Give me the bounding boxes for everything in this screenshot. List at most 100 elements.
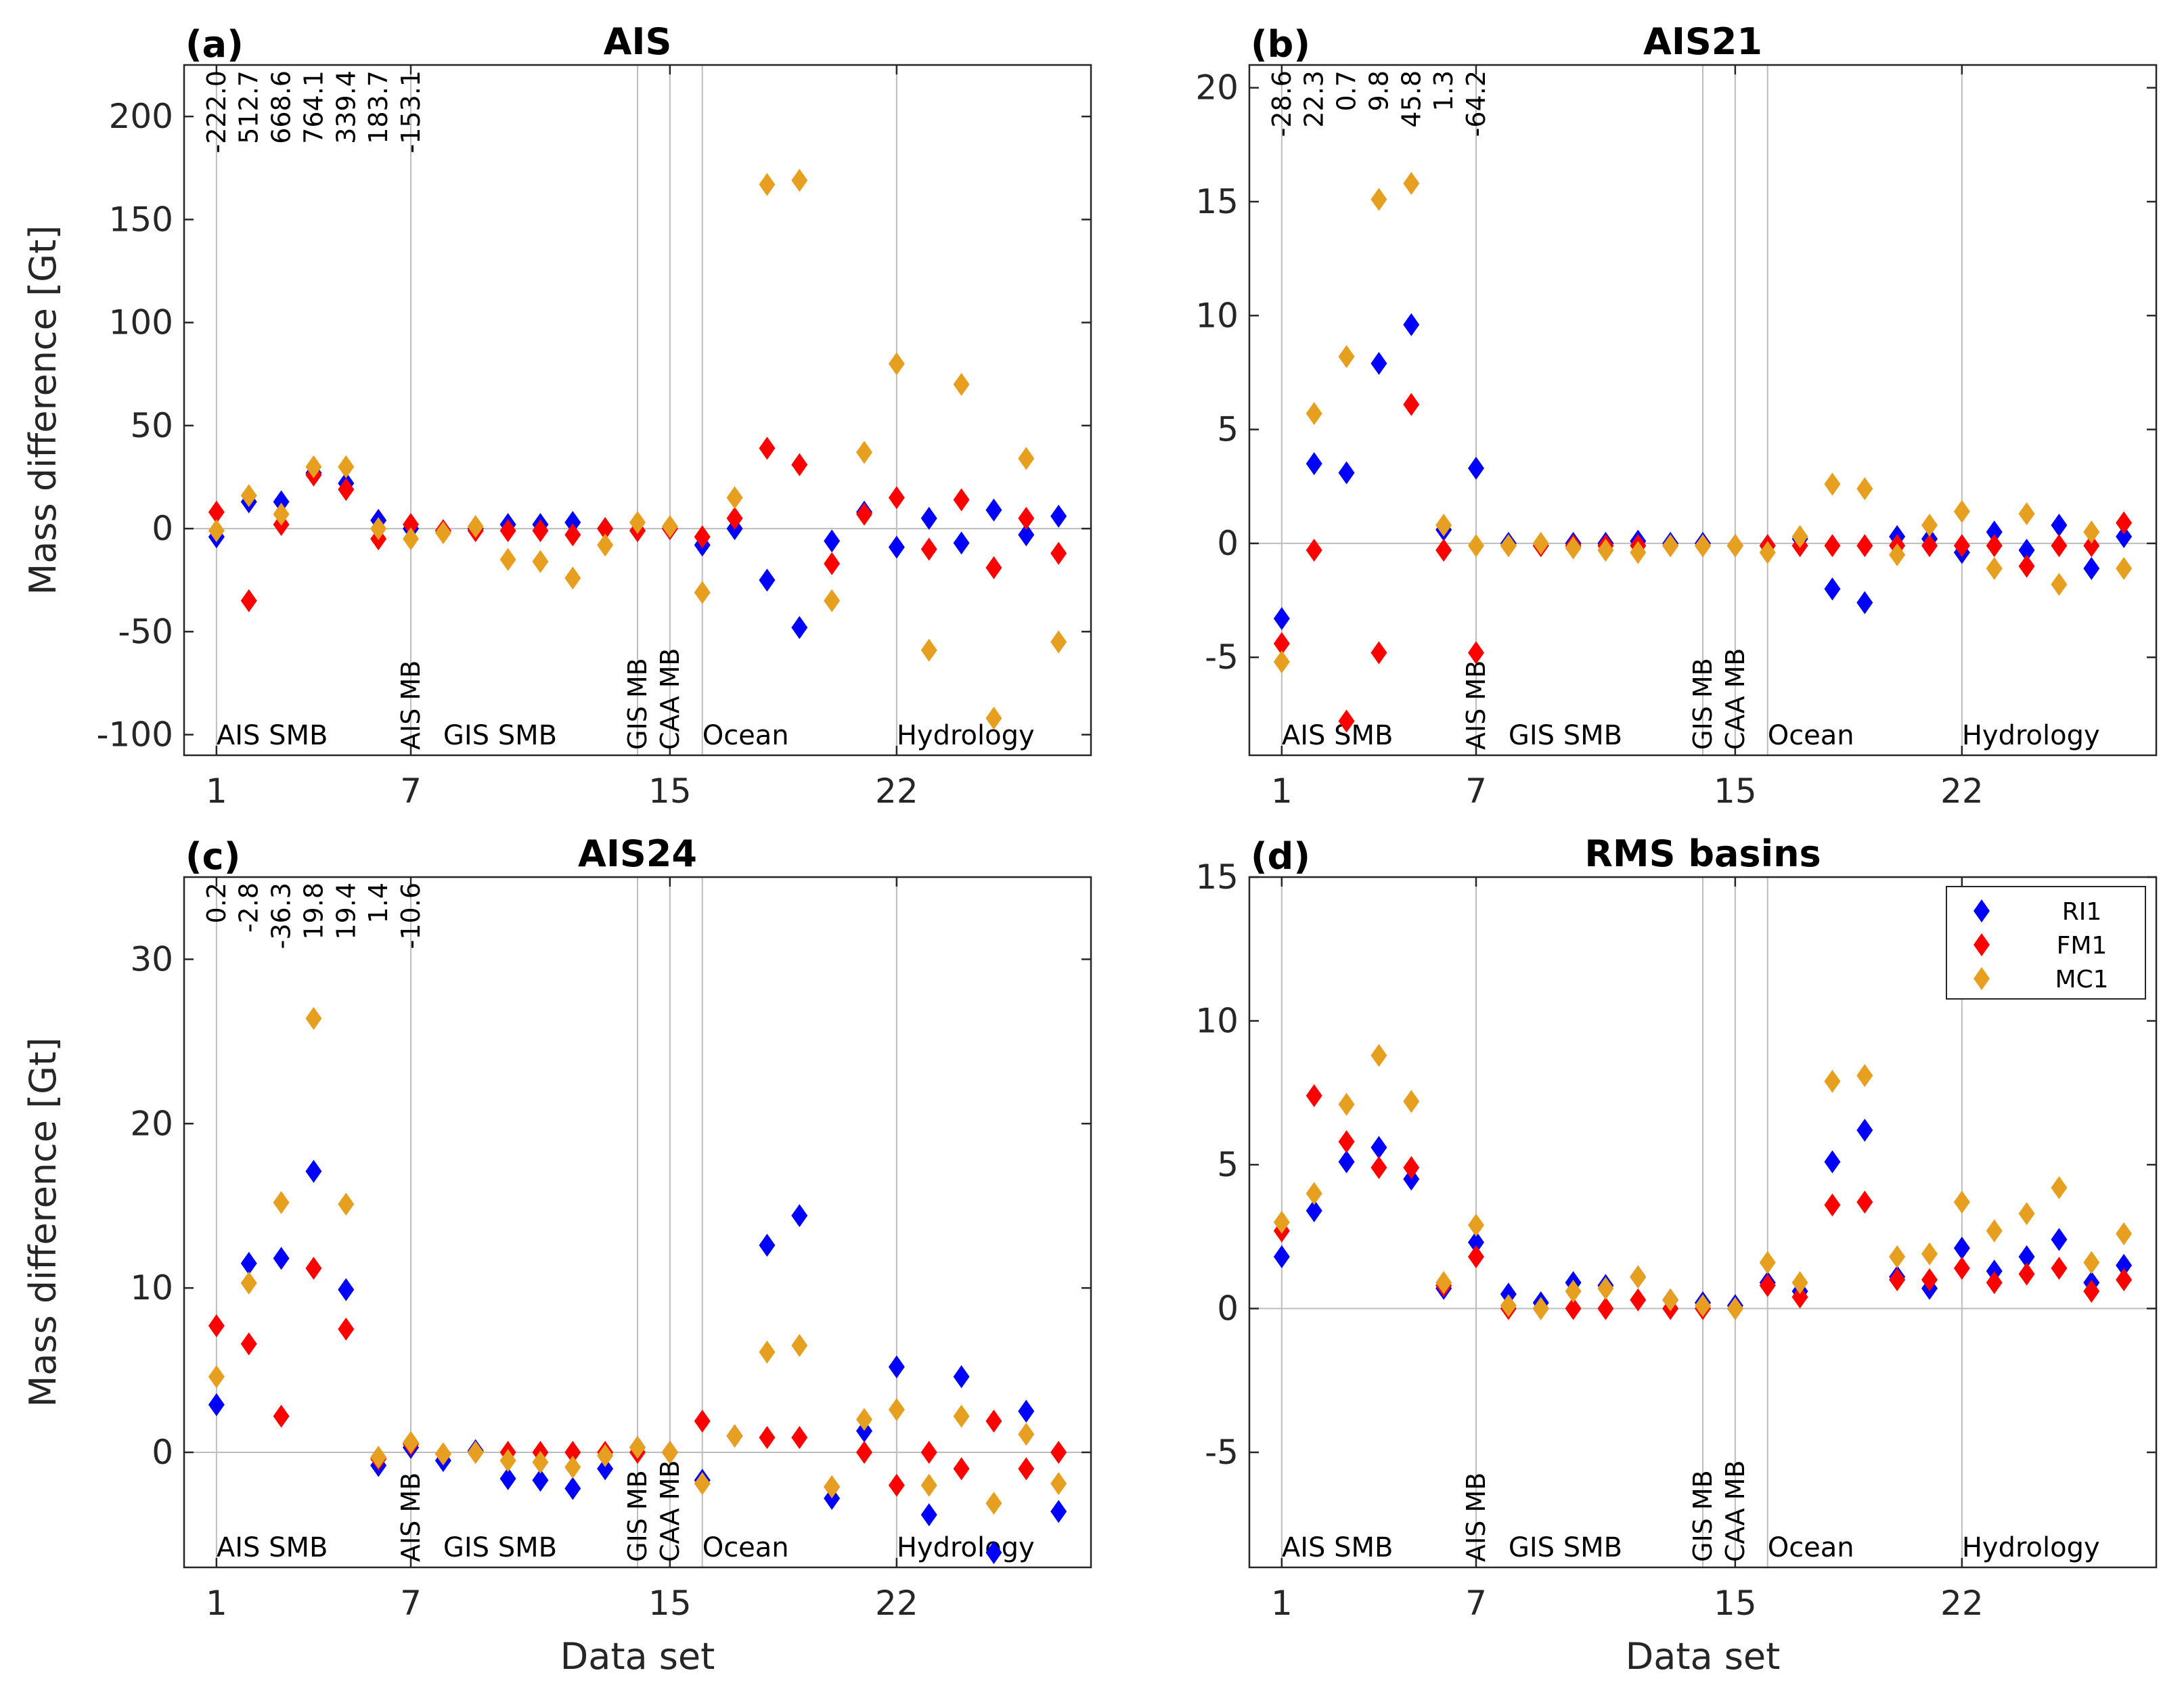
- marker-mc1: [1662, 534, 1679, 558]
- marker-fm1: [2051, 1257, 2068, 1280]
- marker-mc1: [1500, 1294, 1517, 1318]
- marker-fm1: [1403, 393, 1420, 416]
- marker-fm1: [791, 1426, 808, 1450]
- marker-fm1: [1889, 1268, 1906, 1291]
- marker-fm1: [1856, 1190, 1873, 1214]
- marker-ri1: [985, 498, 1002, 522]
- marker-mc1: [2083, 1251, 2100, 1274]
- marker-fm1: [985, 1409, 1002, 1433]
- y-tick-label: 20: [130, 1104, 173, 1143]
- marker-mc1: [1500, 534, 1517, 558]
- marker-mc1: [1597, 539, 1614, 562]
- panel-3: 0 10 20 30 1 7 15 22 AIS24 (c) Mass difference [Gt…: [22, 832, 1092, 1678]
- marker-fm1: [1953, 1257, 1970, 1280]
- marker-mc1: [564, 566, 581, 590]
- x-tick-label: 22: [1940, 772, 1984, 811]
- marker-ri1: [1370, 1136, 1387, 1159]
- marker-fm1: [1050, 541, 1067, 565]
- marker-fm1: [1273, 632, 1290, 656]
- marker-fm1: [1338, 1130, 1355, 1153]
- separator-label: CAA MB: [655, 1460, 685, 1562]
- marker-ri1: [824, 529, 841, 553]
- y-tick-label: 15: [1195, 182, 1239, 221]
- separator-label: GIS MB: [1688, 658, 1718, 750]
- marker-fm1: [338, 478, 355, 501]
- marker-mc1: [726, 1424, 743, 1448]
- legend-marker-mc1: [1974, 967, 1990, 990]
- marker-ri1: [1050, 1500, 1067, 1523]
- marker-mc1: [564, 1455, 581, 1479]
- y-tick-label: 50: [130, 406, 173, 445]
- marker-mc1: [1630, 541, 1647, 564]
- marker-mc1: [985, 707, 1002, 730]
- marker-mc1: [629, 510, 646, 534]
- x-tick-label: 1: [206, 772, 227, 811]
- marker-mc1: [2116, 1222, 2133, 1245]
- marker-mc1: [694, 1472, 711, 1496]
- axes-box: [1248, 64, 2158, 757]
- marker-ri1: [1050, 504, 1067, 528]
- marker-ri1: [985, 1541, 1002, 1565]
- group-label: GIS SMB: [443, 1532, 557, 1563]
- group-label: Ocean: [703, 720, 789, 751]
- marker-mc1: [791, 1334, 808, 1358]
- marker-mc1: [338, 455, 355, 478]
- marker-ri1: [1986, 520, 2003, 544]
- marker-mc1: [2051, 1176, 2068, 1199]
- offscale-value-label: 339.4: [331, 70, 361, 144]
- marker-fm1: [2018, 554, 2035, 578]
- marker-fm1: [1986, 1271, 2003, 1295]
- marker-fm1: [1759, 1274, 1776, 1297]
- offscale-value-label: 19.8: [298, 882, 328, 940]
- marker-fm1: [1791, 1285, 1808, 1309]
- marker-ri1: [2083, 556, 2100, 580]
- y-tick-label: 0: [152, 1433, 173, 1472]
- marker-fm1: [208, 500, 225, 524]
- marker-mc1: [597, 533, 614, 557]
- marker-fm1: [403, 512, 419, 536]
- marker-fm1: [1018, 1457, 1035, 1481]
- y-axis-label: Mass difference [Gt]: [22, 225, 64, 596]
- legend-marker-fm1: [1974, 933, 1990, 956]
- marker-mc1: [597, 1444, 614, 1467]
- marker-mc1: [1921, 1242, 1938, 1266]
- group-label: AIS SMB: [217, 1532, 328, 1563]
- marker-mc1: [1050, 1472, 1067, 1496]
- marker-ri1: [920, 1503, 937, 1527]
- marker-mc1: [305, 1006, 322, 1030]
- marker-mc1: [1791, 1271, 1808, 1295]
- marker-mc1: [1889, 543, 1906, 566]
- marker-fm1: [888, 1473, 905, 1497]
- group-label: Hydrology: [1962, 720, 2100, 751]
- marker-mc1: [1726, 534, 1743, 558]
- marker-mc1: [1856, 1064, 1873, 1088]
- marker-mc1: [1273, 1211, 1290, 1234]
- y-tick-label: 30: [130, 939, 173, 979]
- marker-fm1: [856, 502, 872, 526]
- marker-mc1: [1565, 1280, 1582, 1303]
- marker-mc1: [856, 441, 872, 464]
- marker-ri1: [1273, 607, 1290, 631]
- panel-label: (a): [185, 23, 244, 66]
- marker-fm1: [888, 486, 905, 510]
- marker-mc1: [888, 352, 905, 376]
- group-label: GIS SMB: [1509, 720, 1622, 751]
- x-tick-label: 1: [1271, 1584, 1293, 1623]
- marker-ri1: [2116, 1253, 2133, 1277]
- x-axis-label: Data set: [1626, 1635, 1781, 1678]
- marker-fm1: [564, 523, 581, 547]
- offscale-value-label: 19.4: [331, 882, 361, 940]
- marker-fm1: [1921, 534, 1938, 558]
- separator-label: GIS MB: [1688, 1470, 1718, 1562]
- marker-mc1: [1662, 1288, 1679, 1312]
- panel-2: -5 0 5 10 15 20 1 7 15 22 AIS21 (b) AIS MB GIS MB CAA …: [1195, 20, 2158, 811]
- marker-mc1: [2083, 520, 2100, 544]
- marker-mc1: [1468, 534, 1484, 558]
- marker-mc1: [208, 1365, 225, 1389]
- marker-fm1: [338, 1317, 355, 1341]
- marker-ri1: [791, 1204, 808, 1228]
- x-tick-label: 7: [400, 772, 422, 811]
- marker-mc1: [824, 589, 841, 612]
- marker-mc1: [1695, 534, 1711, 558]
